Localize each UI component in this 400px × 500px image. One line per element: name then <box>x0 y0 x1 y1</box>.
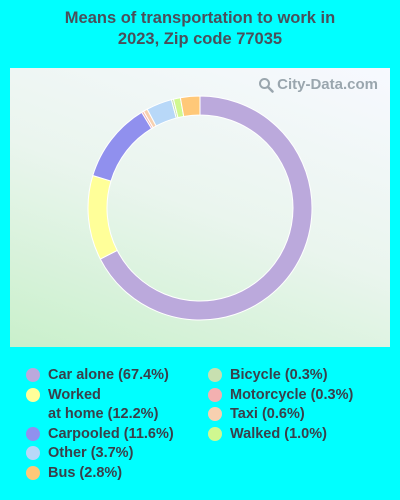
legend-label: Bicycle (0.3%) <box>230 367 328 383</box>
legend-item-taxi: Taxi (0.6%) <box>208 405 305 424</box>
legend-label: Taxi (0.6%) <box>230 406 305 423</box>
legend-item-bus: Bus (2.8%) <box>26 464 122 483</box>
legend-swatch <box>26 368 40 382</box>
legend-swatch <box>26 446 40 461</box>
legend-label: Bus (2.8%) <box>48 465 123 481</box>
watermark-text: City-Data.com <box>277 76 378 93</box>
legend-swatch <box>26 426 40 441</box>
chart-title-line-2: 2023, Zip code 77035 <box>117 30 283 48</box>
donut-chart <box>87 95 313 321</box>
legend-item-worked-at-home: Worked at home (12.2%) <box>26 386 158 424</box>
legend-swatch <box>208 368 222 382</box>
legend-label: Other (3.7%) <box>48 445 134 462</box>
legend-swatch <box>208 407 222 422</box>
legend-swatch <box>208 426 222 441</box>
legend-item-other: Other (3.7%) <box>26 444 133 463</box>
slice-worked-at-home <box>87 174 118 260</box>
legend-item-car-alone: Car alone (67.4%) <box>26 366 169 385</box>
legend-label: Walked (1.0%) <box>230 425 327 442</box>
legend-swatch <box>26 387 40 402</box>
legend-label: Carpooled (11.6%) <box>48 425 174 442</box>
plot-area: City-Data.com <box>10 68 390 347</box>
legend-item-walked: Walked (1.0%) <box>208 425 327 444</box>
slice-carpooled <box>92 111 153 182</box>
legend-swatch <box>26 466 40 480</box>
legend-item-motorcycle: Motorcycle (0.3%) <box>208 386 353 405</box>
legend-item-carpooled: Carpooled (11.6%) <box>26 425 174 444</box>
legend-label: Worked at home (12.2%) <box>48 386 159 422</box>
legend-label: Motorcycle (0.3%) <box>230 386 354 403</box>
watermark: City-Data.com <box>258 76 378 93</box>
chart-title-line-1: Means of transportation to work in <box>64 9 336 27</box>
chart-title: Means of transportation to work in 2023,… <box>0 8 400 50</box>
legend-swatch <box>208 387 222 402</box>
magnifier-icon <box>258 77 274 93</box>
legend-item-bicycle: Bicycle (0.3%) <box>208 366 328 385</box>
legend-label: Car alone (67.4%) <box>48 367 169 383</box>
slice-bus <box>179 95 201 118</box>
